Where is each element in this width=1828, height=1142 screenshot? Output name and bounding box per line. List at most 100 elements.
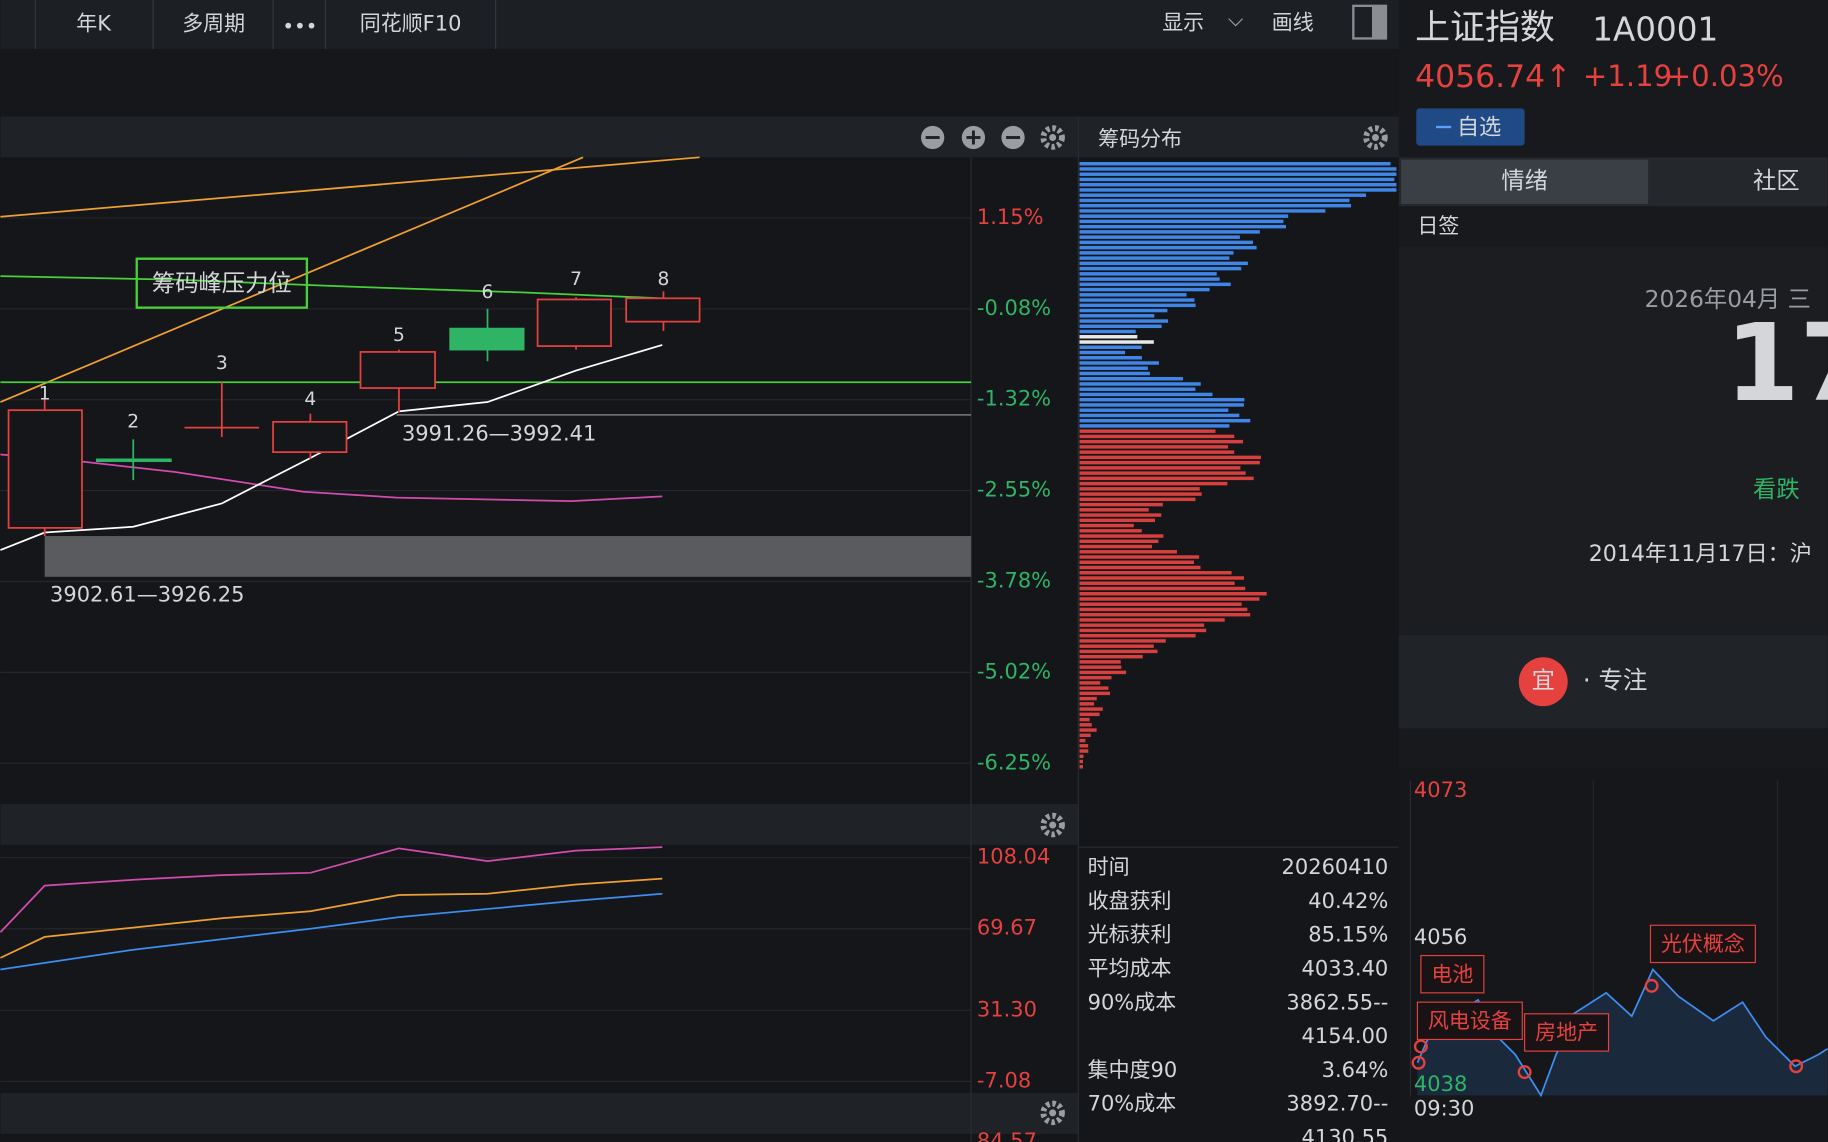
chip-bar	[1079, 429, 1216, 433]
gear[interactable]	[1040, 125, 1065, 150]
draw-button[interactable]: 画线	[1272, 10, 1314, 34]
tab-active[interactable]	[1401, 159, 1649, 204]
price-low: 4038	[1414, 1072, 1467, 1096]
chip-bar	[1079, 712, 1100, 717]
chip-bar	[1079, 591, 1267, 596]
chip-bar	[1079, 654, 1143, 659]
index-name: 上证指数	[1415, 8, 1555, 48]
axis-label: 84.57	[977, 1129, 1037, 1142]
axis-label: -0.08%	[977, 296, 1051, 320]
chip-bar	[1079, 523, 1134, 528]
change-pct: +0.03%	[1667, 59, 1784, 93]
tag-box[interactable]	[1416, 1001, 1523, 1041]
annotation: 筹码峰压力位	[152, 270, 292, 297]
chip-bar	[1079, 251, 1234, 255]
chip-bar	[1079, 644, 1154, 648]
row-value: 4130.55	[1302, 1126, 1389, 1142]
daily-card	[1398, 247, 1828, 636]
tab[interactable]: 情绪	[1501, 167, 1548, 194]
toolbar-dividers	[34, 0, 497, 49]
chip-bar	[1079, 471, 1246, 475]
row-value: 4033.40	[1302, 957, 1389, 981]
trend-line	[0, 156, 584, 403]
row-value: 40.42%	[1308, 889, 1388, 913]
tag[interactable]: 光伏概念	[1661, 932, 1745, 956]
chip-bar	[1079, 476, 1254, 481]
tag-box[interactable]	[1649, 924, 1756, 964]
date: 2026年04月 三	[1645, 286, 1811, 313]
gear[interactable]	[1363, 125, 1388, 150]
tag[interactable]: 房地产	[1535, 1021, 1598, 1045]
ma-line	[0, 275, 663, 300]
chip-bar	[1079, 602, 1242, 606]
marker	[1413, 1039, 1428, 1054]
chip-bar	[1079, 550, 1177, 554]
tab[interactable]: 同花顺F10	[360, 11, 462, 35]
chip-bar	[1079, 371, 1150, 376]
row-value: 3862.55--	[1286, 990, 1388, 1014]
tab[interactable]: 多周期	[182, 11, 245, 35]
chip-bar	[1079, 198, 1350, 203]
chip-bar	[1079, 502, 1163, 507]
badge-text: 宜	[1532, 667, 1555, 694]
marker	[1789, 1059, 1804, 1074]
chip-bar	[1079, 397, 1245, 402]
chip-bar	[1079, 518, 1155, 523]
chip-bar	[1079, 633, 1196, 638]
chip-bar	[1079, 660, 1121, 664]
axis-label: -6.25%	[977, 750, 1051, 774]
axis-label: -3.78%	[977, 568, 1051, 592]
chip-bar	[1079, 167, 1397, 171]
chip-bar	[1079, 261, 1248, 266]
tag-box[interactable]	[1420, 954, 1485, 994]
chip-bar	[1079, 376, 1184, 381]
chip-bar	[1079, 403, 1244, 407]
tag[interactable]: 电池	[1431, 962, 1473, 986]
chip-bar	[1079, 277, 1220, 281]
chip-bar	[1079, 230, 1260, 234]
index-code: 1A0001	[1592, 10, 1718, 48]
watch-button[interactable]	[1416, 108, 1525, 146]
chip-bar	[1079, 455, 1261, 460]
price-mid: 4056	[1414, 925, 1467, 949]
gear[interactable]	[1040, 812, 1065, 838]
gears[interactable]	[1040, 125, 1388, 1126]
tab[interactable]: 社区	[1753, 167, 1800, 194]
row-label: 平均成本	[1088, 957, 1172, 981]
watch-label[interactable]: 自选	[1457, 115, 1501, 141]
chip-bar	[1079, 256, 1230, 260]
marker	[1517, 1065, 1532, 1080]
more-icon[interactable]	[285, 22, 315, 29]
chip-bar	[1079, 597, 1260, 601]
chip-bar	[1079, 534, 1164, 538]
display-menu[interactable]: 显示	[1162, 10, 1204, 34]
chip-bar	[1079, 424, 1230, 428]
chip-bar	[1079, 571, 1232, 575]
panel-header	[0, 116, 1079, 158]
gear[interactable]	[1040, 1100, 1065, 1126]
chip-bar	[1079, 681, 1101, 685]
tag[interactable]: 风电设备	[1428, 1009, 1512, 1033]
tag-box[interactable]	[1524, 1013, 1610, 1052]
chip-bar	[1079, 272, 1217, 276]
toolbar-gap	[0, 48, 1399, 117]
grid	[0, 857, 972, 1082]
chip-bar	[1079, 319, 1169, 323]
chip-bar	[1079, 466, 1241, 470]
axis-label: -1.32%	[977, 387, 1051, 411]
chip-bar	[1079, 350, 1126, 355]
chip-bar	[1079, 161, 1391, 166]
chip-bar	[1079, 576, 1245, 580]
axis-label: 1.15%	[977, 205, 1044, 229]
layout-icon	[1371, 5, 1386, 39]
tab[interactable]: 年K	[76, 11, 112, 35]
chip-bar	[1079, 293, 1187, 297]
candle-label: 7	[570, 269, 582, 290]
chip-bar	[1079, 759, 1083, 764]
history: 2014年11月17日：沪	[1589, 541, 1812, 567]
chip-bar	[1079, 418, 1251, 423]
chip-bar	[1079, 329, 1136, 334]
chip-bar	[1079, 303, 1196, 308]
chip-bar	[1079, 529, 1142, 533]
chip-bar	[1079, 717, 1090, 722]
